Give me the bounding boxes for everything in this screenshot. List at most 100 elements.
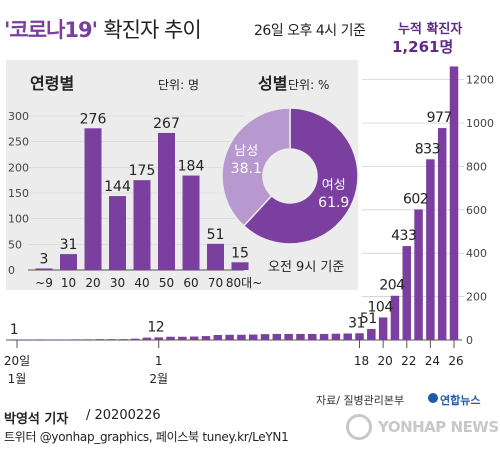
age-data-label: 267 bbox=[153, 116, 180, 132]
sex-chart-title: 성별 bbox=[258, 74, 288, 93]
pie-slice-label: 남성 bbox=[234, 144, 258, 159]
age-x-tick-label: 10 bbox=[61, 276, 76, 290]
bar bbox=[178, 336, 187, 340]
age-x-tick-label: 60 bbox=[183, 276, 198, 290]
age-bar bbox=[158, 132, 175, 270]
bar bbox=[201, 336, 211, 340]
bar bbox=[237, 334, 246, 340]
x-tick-label: 1 bbox=[155, 354, 163, 368]
bar bbox=[83, 339, 93, 341]
bar bbox=[48, 339, 57, 341]
y-tick-label: 1200 bbox=[466, 74, 494, 87]
age-bar bbox=[133, 180, 151, 270]
age-data-label: 3 bbox=[40, 251, 49, 267]
inset-panel bbox=[6, 60, 358, 290]
bar bbox=[36, 339, 45, 341]
y-tick-label: 200 bbox=[466, 291, 487, 304]
bar bbox=[296, 333, 305, 340]
age-data-label: 51 bbox=[207, 227, 225, 243]
bar bbox=[189, 336, 199, 340]
age-x-tick-label: 30 bbox=[110, 276, 125, 290]
title-rest: 확진자 추이 bbox=[103, 18, 201, 42]
age-y-tick-label: 250 bbox=[8, 136, 29, 149]
bar bbox=[343, 333, 352, 340]
pie-slice bbox=[221, 107, 291, 227]
bar bbox=[166, 336, 175, 340]
data-label: 977 bbox=[427, 110, 452, 126]
bar bbox=[248, 334, 258, 340]
age-bar bbox=[60, 254, 77, 270]
age-x-tick-label: 50 bbox=[159, 276, 174, 290]
data-label: 433 bbox=[391, 228, 416, 244]
bar bbox=[319, 333, 329, 340]
bar bbox=[378, 317, 388, 340]
bar bbox=[71, 339, 81, 341]
yonhap-logo-icon bbox=[428, 393, 438, 403]
age-x-tick-label: 80대~ bbox=[226, 276, 262, 290]
age-data-label: 15 bbox=[231, 245, 249, 261]
chart-title: '코로나19' 확진자 추이 bbox=[4, 14, 202, 44]
bar bbox=[272, 333, 282, 340]
y-tick-label: 0 bbox=[466, 334, 473, 347]
age-x-tick-label: 70 bbox=[208, 276, 223, 290]
age-bar bbox=[35, 268, 53, 270]
watermark: YONHAP NEWS bbox=[378, 418, 499, 436]
bar bbox=[284, 333, 293, 340]
age-y-tick-label: 50 bbox=[8, 238, 22, 251]
bar bbox=[225, 334, 234, 340]
bar bbox=[449, 66, 459, 341]
data-label: 31 bbox=[348, 315, 365, 331]
sex-chart-note: 오전 9시 기준 bbox=[268, 260, 345, 275]
age-bar bbox=[84, 128, 102, 270]
bar bbox=[437, 128, 447, 340]
age-data-label: 184 bbox=[178, 159, 205, 175]
bar bbox=[107, 339, 116, 340]
credit-date: / 20200226 bbox=[86, 408, 161, 423]
age-data-label: 175 bbox=[129, 163, 156, 179]
pie-slice-label: 여성 bbox=[322, 178, 346, 193]
data-label: 602 bbox=[403, 191, 428, 207]
x-tick-label: 18 bbox=[354, 354, 369, 368]
bar bbox=[154, 337, 163, 340]
age-bar bbox=[207, 243, 224, 270]
agency-name: 연합뉴스 bbox=[440, 394, 481, 407]
x-tick-label: 26 bbox=[448, 354, 463, 368]
bar bbox=[119, 339, 128, 340]
bar bbox=[390, 295, 400, 340]
age-bar bbox=[231, 262, 249, 270]
bar bbox=[130, 338, 140, 340]
cumulative-label: 누적 확진자 bbox=[398, 22, 463, 37]
source-text: 자료/ 질병관리본부 bbox=[316, 394, 405, 407]
data-label: 1 bbox=[10, 322, 18, 338]
data-label: 833 bbox=[415, 141, 440, 157]
bar bbox=[142, 337, 152, 340]
pie-slice-value: 61.9 bbox=[318, 195, 349, 211]
data-label: 51 bbox=[360, 311, 377, 327]
age-x-tick-label: ~9 bbox=[35, 276, 53, 290]
data-label: 104 bbox=[368, 299, 394, 315]
y-tick-label: 1000 bbox=[466, 117, 494, 130]
bar bbox=[331, 333, 341, 340]
credit-name: 박영석 기자 bbox=[4, 412, 69, 427]
watermark-logo-icon bbox=[346, 414, 372, 440]
x-tick-label: 24 bbox=[425, 354, 440, 368]
x-tick-label: 20일 bbox=[4, 354, 30, 368]
age-y-tick-label: 300 bbox=[8, 110, 29, 123]
age-chart-unit: 단위: 명 bbox=[158, 78, 199, 92]
age-bar bbox=[109, 196, 126, 270]
bar bbox=[24, 339, 34, 341]
pie-slice-value: 38.1 bbox=[231, 161, 262, 177]
basis-time: 26일 오후 4시 기준 bbox=[254, 23, 366, 39]
y-tick-label: 600 bbox=[466, 204, 487, 217]
x-tick-month-label: 1월 bbox=[8, 372, 27, 386]
age-chart-title: 연령별 bbox=[30, 74, 75, 93]
bar bbox=[95, 339, 104, 340]
bar bbox=[59, 339, 69, 341]
bar bbox=[308, 333, 317, 340]
age-y-tick-label: 100 bbox=[8, 213, 29, 226]
data-label: 204 bbox=[379, 278, 405, 294]
pie-slice bbox=[242, 107, 359, 245]
title-quoted: '코로나19' bbox=[4, 18, 98, 42]
age-y-tick-label: 0 bbox=[8, 264, 15, 277]
